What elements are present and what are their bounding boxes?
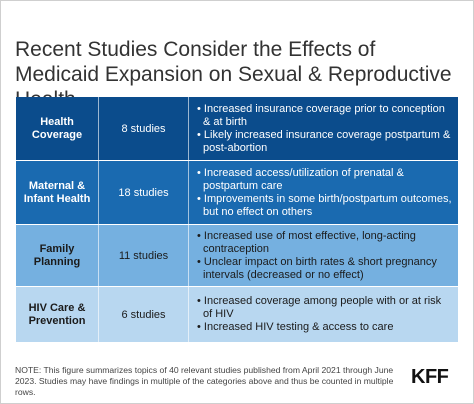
studies-table: Health Coverage 8 studies • Increased in… — [16, 97, 458, 343]
finding-item: • Increased use of most effective, long-… — [197, 229, 416, 255]
table-row-family-planning: Family Planning 11 studies • Increased u… — [16, 225, 458, 287]
finding-item: • Increased insurance coverage prior to … — [197, 102, 445, 128]
findings-list: • Increased insurance coverage prior to … — [197, 103, 452, 155]
findings-cell: • Increased coverage among people with o… — [189, 287, 458, 342]
footnote: NOTE: This figure summarizes topics of 4… — [15, 365, 394, 397]
table-row-maternal-infant-health: Maternal & Infant Health 18 studies • In… — [16, 161, 458, 225]
table-row-hiv-care-prevention: HIV Care & Prevention 6 studies • Increa… — [16, 287, 458, 343]
finding-item: • Increased HIV testing & access to care — [197, 321, 394, 333]
topic-cell: Family Planning — [16, 225, 99, 286]
finding-item: • Unclear impact on birth rates & short … — [197, 255, 437, 281]
kff-logo: KFF — [411, 366, 449, 388]
findings-cell: • Increased insurance coverage prior to … — [189, 97, 458, 160]
topic-cell: Health Coverage — [16, 97, 99, 160]
findings-cell: • Increased access/utilization of prenat… — [189, 161, 458, 224]
findings-list: • Increased access/utilization of prenat… — [197, 167, 452, 219]
study-count-cell: 6 studies — [99, 287, 189, 342]
finding-item: • Likely increased insurance coverage po… — [197, 128, 451, 154]
findings-list: • Increased use of most effective, long-… — [197, 230, 452, 282]
finding-item: • Increased access/utilization of prenat… — [197, 166, 404, 192]
study-count-cell: 11 studies — [99, 225, 189, 286]
finding-item: • Improvements in some birth/postpartum … — [197, 192, 452, 218]
topic-cell: HIV Care & Prevention — [16, 287, 99, 342]
study-count-cell: 8 studies — [99, 97, 189, 160]
topic-cell: Maternal & Infant Health — [16, 161, 99, 224]
findings-cell: • Increased use of most effective, long-… — [189, 225, 458, 286]
table-row-health-coverage: Health Coverage 8 studies • Increased in… — [16, 97, 458, 161]
study-count-cell: 18 studies — [99, 161, 189, 224]
findings-list: • Increased coverage among people with o… — [197, 295, 452, 334]
finding-item: • Increased coverage among people with o… — [197, 295, 442, 320]
